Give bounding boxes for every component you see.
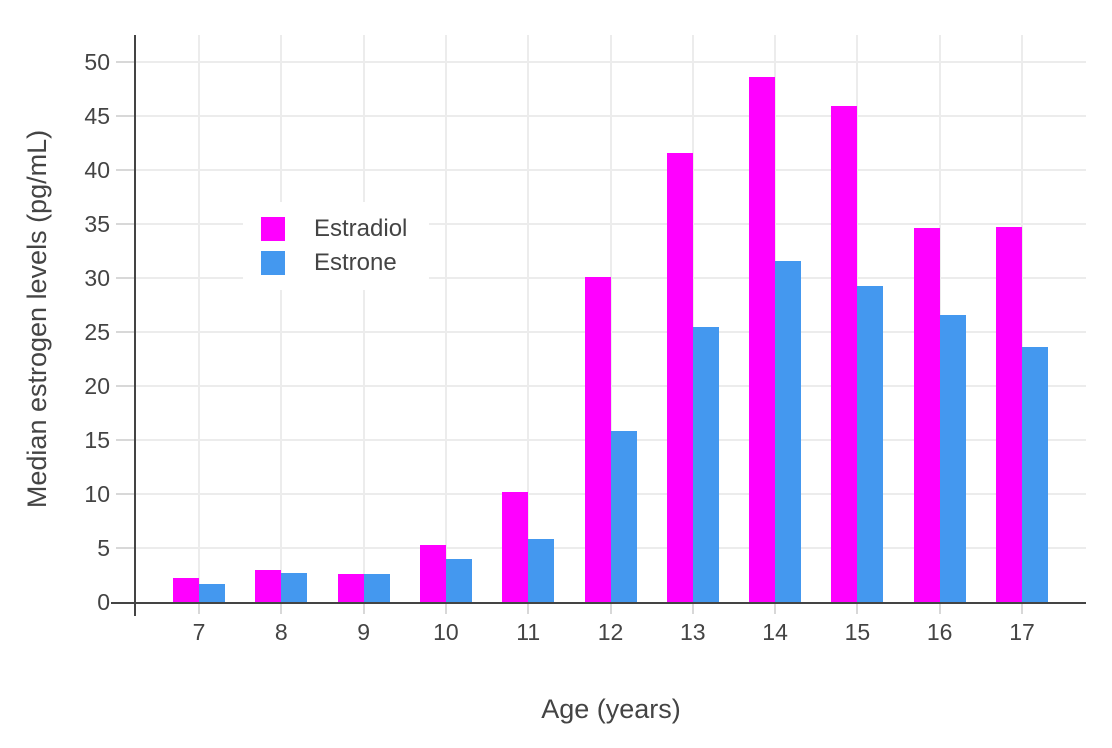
bar-estradiol-age-8 xyxy=(255,569,282,602)
bar-estradiol-age-12 xyxy=(584,276,611,602)
y-tick-25 xyxy=(116,331,134,333)
bar-estradiol-age-15 xyxy=(831,106,858,602)
x-tick-7 xyxy=(198,604,200,614)
bars-layer xyxy=(136,35,1086,602)
y-tick-35 xyxy=(116,223,134,225)
legend-label-estradiol: Estradiol xyxy=(314,215,408,242)
bar-estradiol-age-11 xyxy=(502,491,529,602)
y-tick-label-45: 45 xyxy=(84,103,110,129)
x-tick-label-11: 11 xyxy=(516,619,541,645)
y-tick-30 xyxy=(116,277,134,279)
x-tick-13 xyxy=(691,604,694,614)
y-tick-label-40: 40 xyxy=(84,157,110,183)
bar-estradiol-age-16 xyxy=(913,228,940,602)
bar-estradiol-age-7 xyxy=(173,578,199,602)
x-axis-line xyxy=(111,602,1086,604)
y-tick-label-30: 30 xyxy=(84,265,110,291)
y-tick-label-25: 25 xyxy=(84,319,110,345)
y-tick-label-5: 5 xyxy=(97,535,110,561)
y-tick-label-0: 0 xyxy=(97,589,110,615)
x-tick-label-7: 7 xyxy=(192,619,206,645)
bar-estrone-age-17 xyxy=(1022,347,1048,602)
bar-estrone-age-9 xyxy=(363,573,390,602)
x-tick-14 xyxy=(774,604,777,614)
bar-estradiol-age-10 xyxy=(419,544,446,602)
x-gridline-7 xyxy=(198,35,200,602)
legend: Estradiol Estrone xyxy=(243,202,430,290)
x-tick-8 xyxy=(280,604,283,614)
x-gridline-8 xyxy=(280,35,283,602)
x-tick-10 xyxy=(444,604,447,614)
x-tick-label-9: 9 xyxy=(357,619,370,645)
y-tick-15 xyxy=(116,439,134,441)
y-tick-label-10: 10 xyxy=(84,481,110,507)
x-tick-15 xyxy=(856,604,859,614)
x-gridline-10 xyxy=(444,35,447,602)
x-tick-16 xyxy=(938,604,941,614)
bar-estrone-age-13 xyxy=(692,326,719,602)
y-tick-40 xyxy=(116,169,134,171)
bar-estrone-age-7 xyxy=(199,583,225,602)
y-axis-line xyxy=(134,35,136,616)
x-gridline-12 xyxy=(609,35,612,602)
y-tick-label-20: 20 xyxy=(84,373,110,399)
x-gridline-13 xyxy=(691,35,694,602)
y-tick-20 xyxy=(116,385,134,387)
bar-estradiol-age-9 xyxy=(337,573,364,602)
bar-estradiol-age-14 xyxy=(749,77,776,602)
bar-estrone-age-11 xyxy=(528,539,555,602)
y-axis-title: Median estrogen levels (pg/mL) xyxy=(22,129,52,508)
bar-estrone-age-15 xyxy=(857,285,884,602)
ticks-layer: 0 5 10 15 20 25 30 35 40 45 50 7 8 9 10 11 12 13 14 15 16 17 xyxy=(84,35,1086,645)
bar-estrone-age-16 xyxy=(939,314,966,602)
x-tick-9 xyxy=(362,604,365,614)
x-tick-label-17: 17 xyxy=(1009,619,1035,645)
x-gridline-11 xyxy=(527,35,530,602)
y-tick-50 xyxy=(116,61,134,63)
y-tick-10 xyxy=(116,493,134,495)
y-tick-label-35: 35 xyxy=(84,211,110,237)
estradiol-swatch-icon xyxy=(261,217,285,241)
legend-item-estrone: Estrone xyxy=(261,248,407,278)
bar-estrone-age-12 xyxy=(610,431,637,602)
plot-area: 0 5 10 15 20 25 30 35 40 45 50 7 8 9 10 11 12 13 14 15 16 17 … xyxy=(22,35,1086,724)
x-tick-11 xyxy=(527,604,530,614)
bar-estradiol-age-17 xyxy=(996,227,1022,602)
x-tick-label-13: 13 xyxy=(680,619,706,645)
bar-estrone-age-8 xyxy=(281,572,308,602)
x-tick-label-12: 12 xyxy=(597,619,624,645)
legend-item-estradiol: Estradiol xyxy=(261,214,407,244)
x-tick-label-16: 16 xyxy=(926,619,953,645)
x-tick-12 xyxy=(609,604,612,614)
y-tick-5 xyxy=(116,547,134,549)
y-tick-label-50: 50 xyxy=(84,49,110,75)
x-gridline-9 xyxy=(362,35,365,602)
y-tick-45 xyxy=(116,115,134,117)
y-tick-label-15: 15 xyxy=(84,427,110,453)
x-axis-title: Age (years) xyxy=(541,694,681,724)
x-tick-label-14: 14 xyxy=(762,619,788,645)
bar-estradiol-age-13 xyxy=(666,152,693,602)
x-tick-label-8: 8 xyxy=(274,619,288,645)
x-tick-label-15: 15 xyxy=(844,619,871,645)
bar-estrone-age-10 xyxy=(445,558,472,602)
bar-estrone-age-14 xyxy=(775,260,802,602)
x-gridline-17 xyxy=(1021,35,1023,602)
x-tick-label-10: 10 xyxy=(433,619,459,645)
x-tick-17 xyxy=(1021,604,1023,614)
legend-label-estrone: Estrone xyxy=(314,249,397,276)
estrone-swatch-icon xyxy=(261,251,285,275)
